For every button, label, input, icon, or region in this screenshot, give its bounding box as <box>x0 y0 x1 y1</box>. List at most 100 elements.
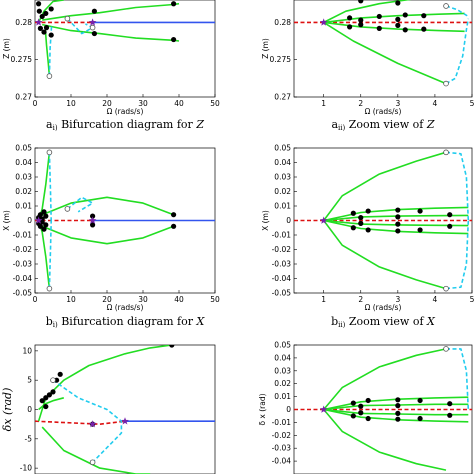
x-axis-label: Ω (rads/s) <box>107 107 144 116</box>
x-tick-label: 0 <box>33 99 38 108</box>
open-point <box>46 73 53 79</box>
y-tick-label: 0 <box>286 405 291 414</box>
data-point <box>395 214 401 220</box>
open-point <box>64 206 71 212</box>
y-tick-label: -0.01 <box>13 231 33 240</box>
series-trivial-unstable <box>35 420 126 425</box>
data-point <box>347 24 353 30</box>
caption-letter: a <box>331 118 338 131</box>
data-point <box>358 220 364 226</box>
data-point <box>421 13 427 19</box>
plot-area <box>35 149 215 292</box>
panel-caption: ai) Bifurcation diagram for Z <box>46 118 204 132</box>
y-tick-label: 0 <box>27 405 32 414</box>
y-tick-label: 0.01 <box>15 202 32 211</box>
y-tick-label: 0.28 <box>274 18 291 27</box>
y-axis-label: Z (m) <box>2 38 11 59</box>
x-tick-label: 50 <box>210 295 220 304</box>
data-point <box>50 389 56 395</box>
y-tick-label: 0.02 <box>274 187 291 196</box>
series-stable-branch <box>323 408 447 471</box>
y-tick-label: -0.03 <box>272 260 292 269</box>
caption-text: Bifurcation diagram for <box>58 118 197 131</box>
data-point <box>395 22 401 28</box>
plot-frame <box>34 344 216 474</box>
data-point <box>395 397 401 403</box>
x-tick-label: 20 <box>102 295 112 304</box>
x-tick-label: 0 <box>33 295 38 304</box>
data-point <box>376 13 382 20</box>
caption-letter: a <box>46 118 53 131</box>
series-unstable-branch <box>48 25 53 77</box>
y-tick-label: 0.04 <box>274 158 291 167</box>
x-tick-label: 1 <box>321 99 326 108</box>
data-point <box>48 6 54 12</box>
panel-aii: 0.27 0.275 0.28 1 2 3 4 5 Ω (rads/s) Z (m) <box>261 0 474 116</box>
series-stable-branch <box>41 196 174 216</box>
y-tick-label: 0 <box>27 216 32 225</box>
x-tick-label: 4 <box>433 295 438 304</box>
panel-cii: -0.04 -0.03 -0.02 -0.01 0 0.01 0.02 0.03 0.04 0.0… <box>258 341 473 474</box>
data-point <box>358 215 364 221</box>
data-point <box>43 403 49 410</box>
data-point <box>395 0 401 6</box>
y-tick-label: 0.03 <box>274 366 291 375</box>
data-point <box>171 1 177 7</box>
data-point <box>171 212 177 218</box>
caption-text: Zoom view of <box>345 315 427 328</box>
data-point <box>91 30 97 37</box>
plot-area <box>35 345 215 474</box>
y-tick-label: -0.01 <box>272 418 292 427</box>
y-tick-label: -0.05 <box>272 289 292 298</box>
open-point <box>443 285 449 292</box>
open-point <box>443 149 449 156</box>
y-tick-label: 0.04 <box>15 158 32 167</box>
data-point <box>447 401 453 407</box>
data-point <box>37 25 44 31</box>
data-point <box>395 410 401 416</box>
caption-subscript: i) <box>53 124 58 132</box>
series-unstable-branch <box>48 152 52 221</box>
bifurcation-star <box>319 216 328 224</box>
panel-bi: -0.05 -0.04 -0.03 -0.02 -0.01 0 0.01 0.02 0.03 0.… <box>2 144 220 313</box>
y-tick-label: -10 <box>20 464 32 473</box>
panel-bii: -0.05 -0.04 -0.03 -0.02 -0.01 0 0.01 0.02 0.03 0.… <box>261 144 474 313</box>
series-stable-branch <box>42 2 180 21</box>
plot-area <box>294 0 472 87</box>
data-point <box>395 403 401 409</box>
data-point <box>350 413 356 419</box>
panel-caption: aii) Zoom view of Z <box>331 118 434 132</box>
open-point <box>89 459 96 466</box>
data-point <box>376 25 382 31</box>
caption-variable: X <box>426 315 436 328</box>
panel-ai: 0.27 0.275 0.28 0 10 20 30 40 50 Ω (rads/s) Z (m) <box>2 0 220 116</box>
panel-caption: bii) Zoom view of X <box>331 315 436 329</box>
series-stable-branch <box>323 21 447 85</box>
data-point <box>395 207 401 213</box>
y-tick-label: 0.275 <box>11 55 33 64</box>
open-point <box>64 15 71 22</box>
open-point <box>443 80 449 87</box>
series-stable-branch <box>323 151 447 221</box>
data-point <box>421 26 427 32</box>
y-tick-label: -0.04 <box>13 274 33 283</box>
data-point <box>365 415 371 422</box>
open-point <box>443 3 449 9</box>
x-tick-label: 2 <box>358 99 363 108</box>
panel-caption: bi) Bifurcation diagram for X <box>46 315 206 329</box>
y-tick-label: 0.05 <box>274 144 291 153</box>
data-point <box>43 213 49 219</box>
data-point <box>39 398 45 404</box>
caption-text: Bifurcation diagram for <box>58 315 197 328</box>
bifurcation-star <box>319 18 328 26</box>
x-tick-label: 30 <box>138 295 148 304</box>
data-point <box>417 415 423 422</box>
data-point <box>41 209 47 215</box>
y-tick-label: 0.28 <box>15 18 32 27</box>
x-tick-label: 10 <box>66 295 76 304</box>
x-tick-label: 40 <box>174 295 184 304</box>
data-point <box>36 1 42 7</box>
data-point <box>358 403 364 409</box>
data-point <box>41 226 47 232</box>
